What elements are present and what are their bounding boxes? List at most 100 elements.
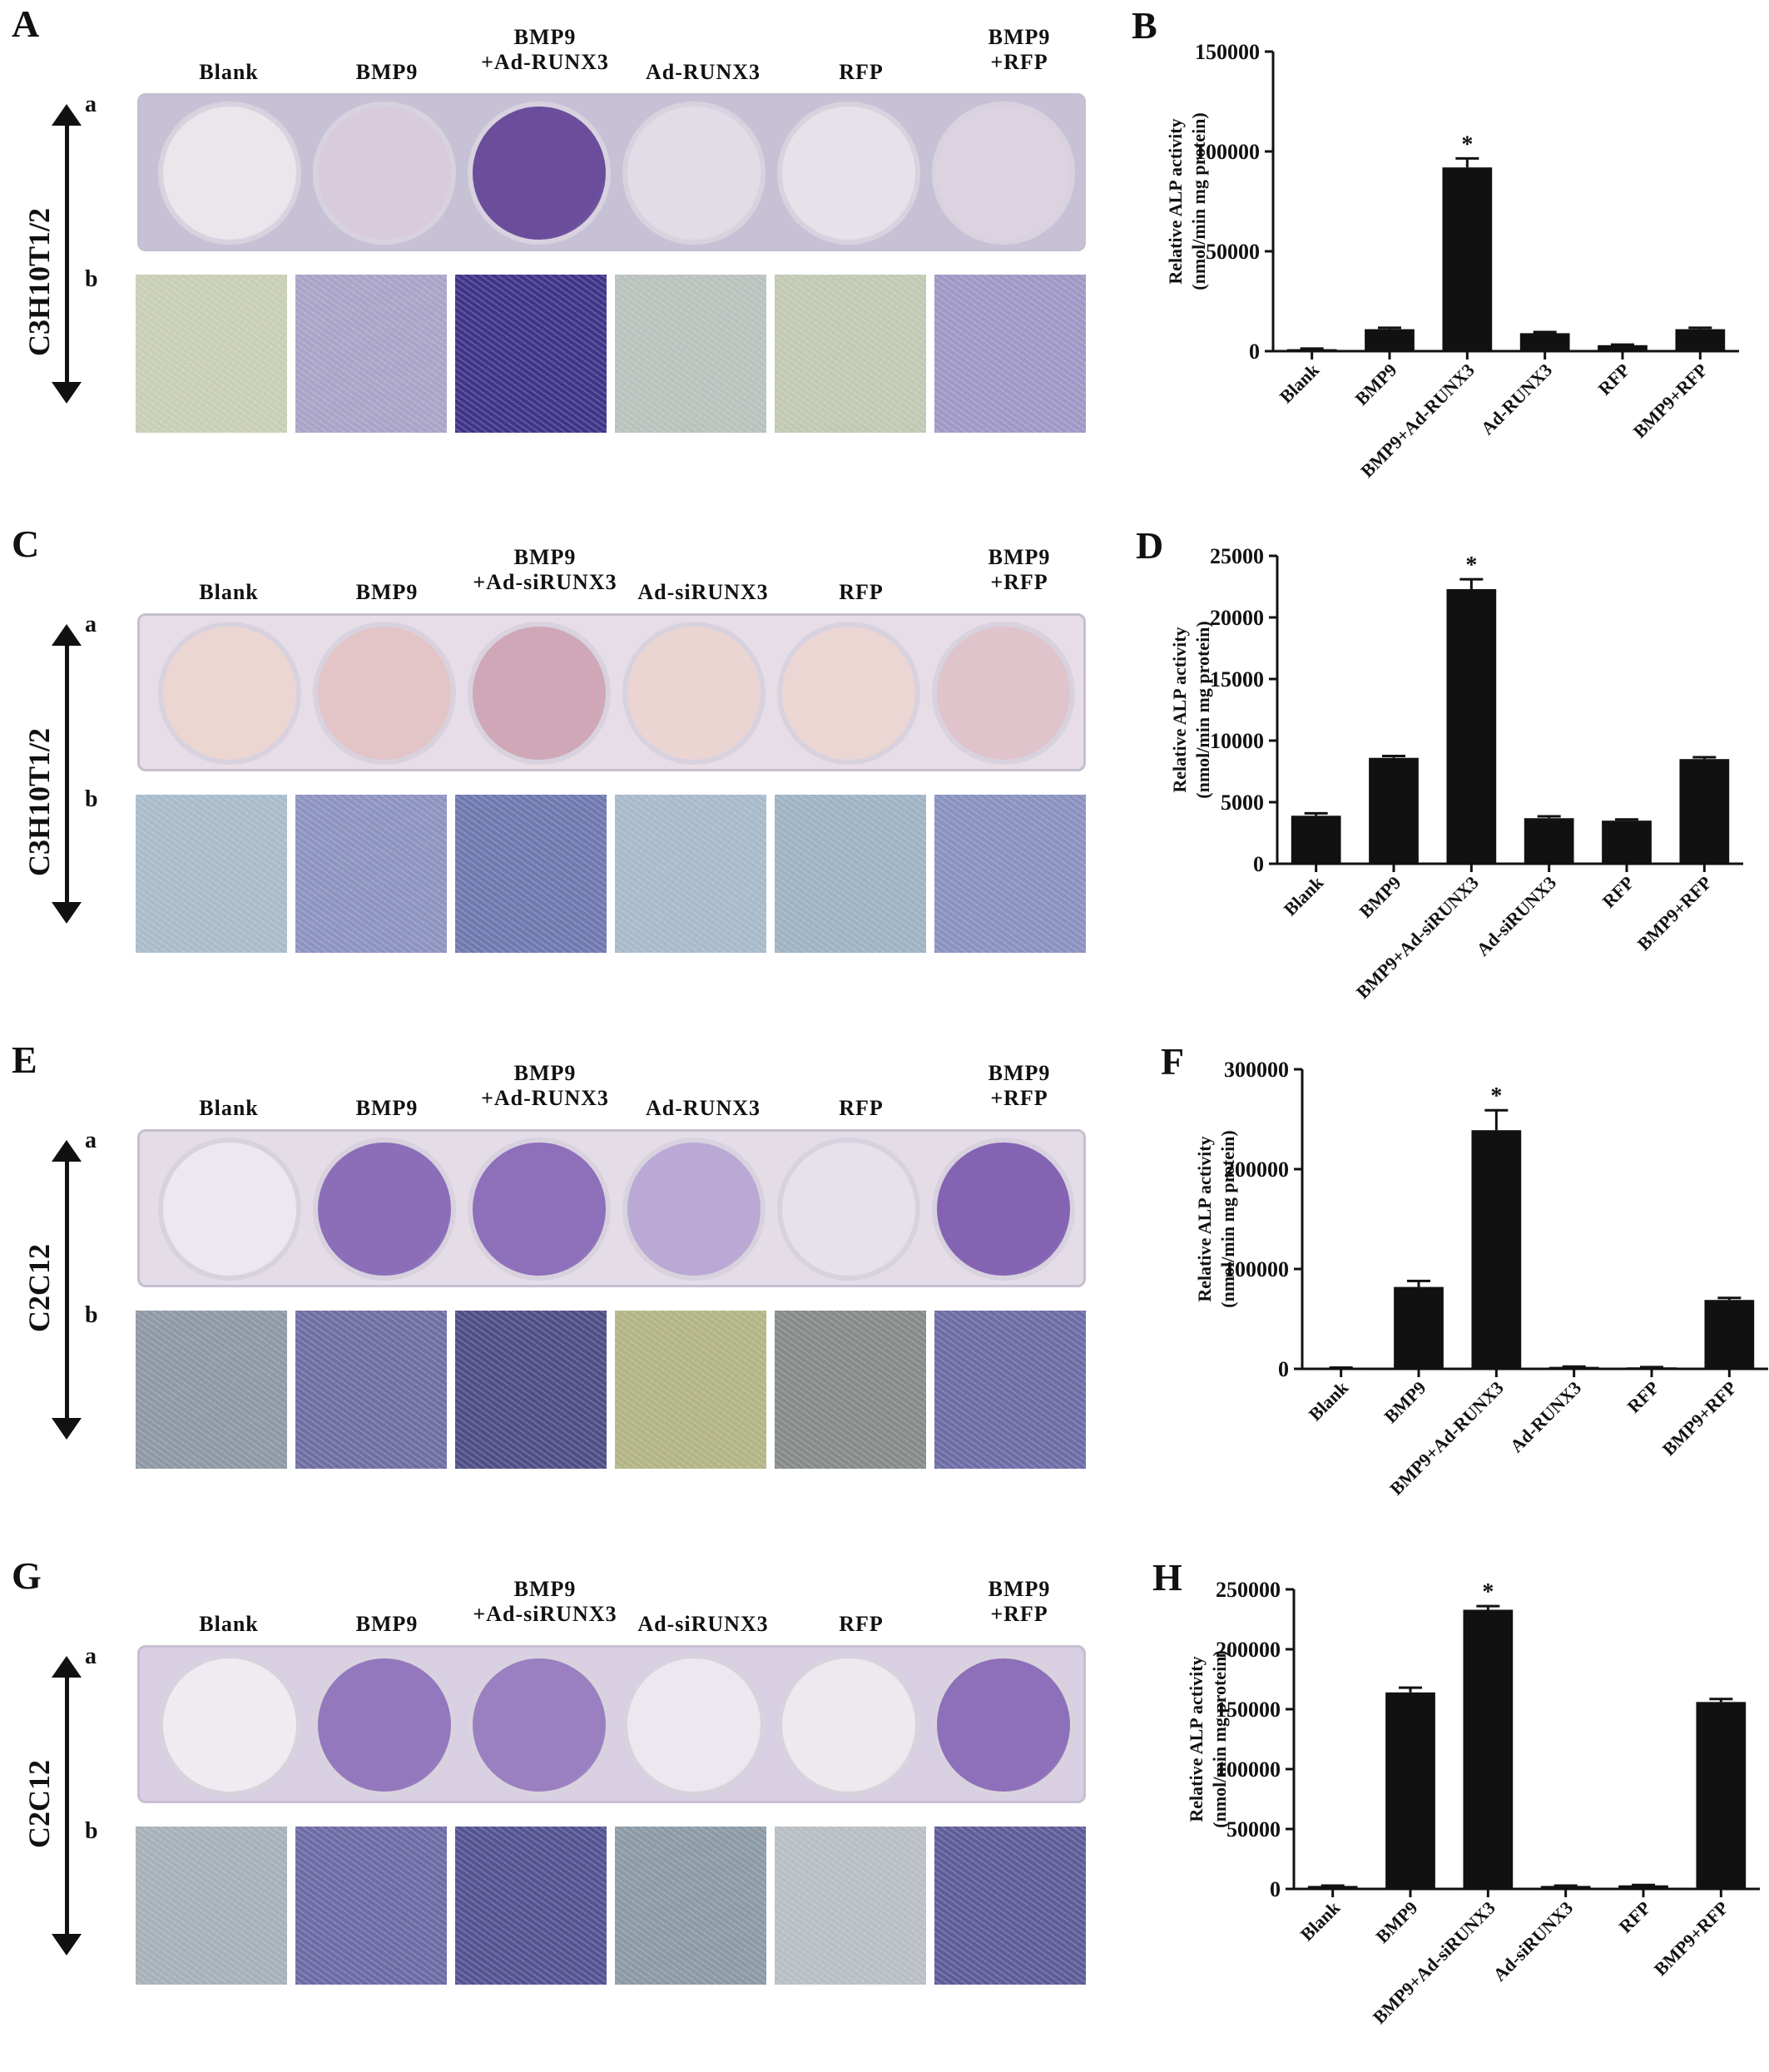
microscopy-image — [775, 1311, 926, 1469]
plate-well — [932, 1138, 1075, 1281]
arrow-line — [65, 124, 69, 384]
bar — [1519, 333, 1570, 351]
y-axis-label: (nmol/min mg protein) — [1217, 1130, 1238, 1307]
plate-well — [932, 1653, 1075, 1797]
plate-well — [932, 102, 1075, 245]
cell-line-label: C3H10T1/2 — [22, 208, 56, 357]
column-label: Blank — [150, 60, 308, 85]
column-label: RFP — [782, 1096, 940, 1121]
column-label-line: BMP9 — [513, 545, 577, 569]
column-label-line: Blank — [199, 1096, 259, 1120]
y-tick-label: 200000 — [1216, 1638, 1281, 1662]
y-tick-label: 150000 — [1216, 1698, 1281, 1722]
column-label: Blank — [150, 580, 308, 605]
cell-line-label: C2C12 — [22, 1760, 56, 1848]
row-label-b: b — [85, 1302, 98, 1328]
row-label-a: a — [85, 1128, 97, 1153]
microscopy-image — [615, 1311, 766, 1469]
column-label-line: +RFP — [990, 1602, 1048, 1626]
microscopy-image — [615, 795, 766, 953]
significance-star: * — [1461, 131, 1473, 157]
bar — [1291, 815, 1341, 864]
plate-well — [622, 1653, 766, 1797]
y-tick-label: 0 — [1253, 852, 1264, 876]
column-label: RFP — [782, 60, 940, 85]
column-label: Ad-siRUNX3 — [624, 580, 782, 605]
plate-well — [468, 102, 611, 245]
arrow-head-down — [52, 1418, 82, 1440]
x-tick-label: Ad-RUNX3 — [1506, 1377, 1585, 1456]
y-tick-label: 0 — [1249, 340, 1260, 364]
bar — [1394, 1286, 1444, 1369]
column-label: BMP9 — [308, 60, 466, 85]
plate-well — [158, 1138, 301, 1281]
bar — [1369, 757, 1419, 864]
microscopy-image — [775, 275, 926, 433]
arrow-head-up — [52, 104, 82, 126]
column-label: Ad-RUNX3 — [624, 60, 782, 85]
row-label-b: b — [85, 266, 98, 292]
column-label: BMP9 +Ad-RUNX3 — [466, 25, 624, 75]
column-label: RFP — [782, 1612, 940, 1637]
column-label: BMP9 — [308, 1612, 466, 1637]
column-label-line: +RFP — [990, 1086, 1048, 1110]
row-label-b: b — [85, 786, 98, 812]
bar — [1365, 329, 1415, 351]
arrow-head-up — [52, 1656, 82, 1678]
column-label-line: RFP — [839, 1096, 884, 1120]
column-label: BMP9 +RFP — [940, 1061, 1098, 1111]
microscopy-image — [934, 1827, 1086, 1985]
plate-well — [468, 1138, 611, 1281]
x-tick-label: RFP — [1598, 872, 1638, 912]
column-label-line: Blank — [199, 580, 259, 604]
column-label-line: Ad-RUNX3 — [646, 1096, 761, 1120]
column-label-line: +RFP — [990, 50, 1048, 74]
microscopy-image — [455, 1827, 607, 1985]
microscopy-image — [136, 1827, 287, 1985]
bar-chart: 0 5000 10000 15000 20000 25000 Relative ALP ac… — [1169, 544, 1743, 1003]
y-tick-label: 300000 — [1224, 1058, 1289, 1082]
bar — [1704, 1300, 1755, 1369]
column-label-line: Blank — [199, 60, 259, 84]
bar — [1471, 1130, 1522, 1369]
column-label-line: RFP — [839, 60, 884, 84]
column-label: Ad-siRUNX3 — [624, 1612, 782, 1637]
column-label: Ad-RUNX3 — [624, 1096, 782, 1121]
x-tick-label: BMP9+RFP — [1650, 1897, 1732, 1980]
column-label-line: BMP9 — [513, 1061, 577, 1085]
x-tick-label: Blank — [1280, 871, 1328, 920]
microscopy-image — [136, 795, 287, 953]
bar — [1524, 818, 1574, 864]
significance-star: * — [1490, 1083, 1502, 1109]
microscopy-image — [615, 1827, 766, 1985]
y-tick-label: 0 — [1270, 1877, 1281, 1901]
cell-line-label: C2C12 — [22, 1244, 56, 1332]
y-tick-label: 100000 — [1224, 1257, 1289, 1281]
column-label-line: BMP9 — [355, 1612, 419, 1636]
plate-well — [777, 1653, 920, 1797]
y-axis-label: Relative ALP activity — [1165, 118, 1186, 284]
bar — [1679, 759, 1730, 864]
microscopy-image — [934, 1311, 1086, 1469]
y-tick-label: 0 — [1278, 1357, 1289, 1381]
y-axis-label: (nmol/min mg protein) — [1209, 1650, 1230, 1827]
panel-letter: B — [1132, 4, 1157, 47]
arrow-head-down — [52, 902, 82, 924]
plate-well — [468, 1653, 611, 1797]
plate-well — [622, 102, 766, 245]
arrow-line — [65, 644, 69, 904]
plate-well — [932, 622, 1075, 765]
arrow-head-down — [52, 1934, 82, 1956]
x-tick-label: Ad-RUNX3 — [1477, 359, 1556, 439]
column-label: RFP — [782, 580, 940, 605]
y-axis-label: Relative ALP activity — [1186, 1656, 1207, 1822]
microscopy-image — [934, 795, 1086, 953]
x-tick-label: Blank — [1276, 359, 1324, 407]
column-label-line: Ad-siRUNX3 — [637, 1612, 769, 1636]
x-tick-label: RFP — [1594, 359, 1634, 399]
column-label-line: BMP9 — [988, 25, 1051, 49]
plate-well — [158, 102, 301, 245]
plate-well — [777, 1138, 920, 1281]
column-label: BMP9 — [308, 580, 466, 605]
panel-letter: H — [1152, 1556, 1182, 1599]
